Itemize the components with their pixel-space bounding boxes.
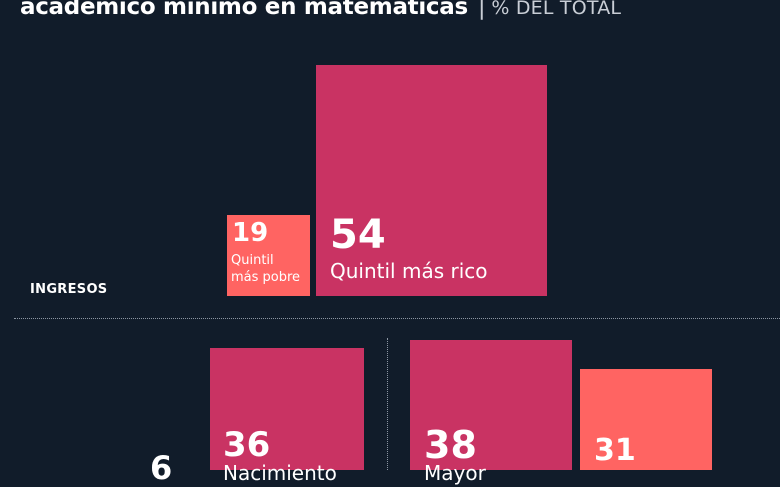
label-richest-quintile: Quintil más rico	[330, 259, 488, 283]
bar-38	[410, 340, 572, 470]
label-bar-36: Nacimiento	[223, 461, 337, 485]
bar-36	[210, 348, 364, 470]
title-text: académico mínimo en matemáticas	[20, 0, 468, 20]
label-bar-38: Mayor	[424, 461, 486, 485]
value-poorest-quintile: 19	[232, 218, 269, 248]
label-poorest-line2: más pobre	[231, 270, 301, 285]
section-label-income: INGRESOS	[30, 282, 108, 297]
value-38: 38	[424, 423, 477, 467]
bar-richest-quintile	[316, 65, 547, 296]
title-unit: % DEL TOTAL	[491, 0, 622, 19]
label-poorest-line1: Quintil	[231, 253, 274, 268]
bar-31	[580, 369, 712, 470]
value-31: 31	[594, 433, 636, 468]
value-richest-quintile: 54	[330, 212, 386, 258]
value-36: 36	[223, 425, 271, 465]
chart-title: académico mínimo en matemáticas | % DEL TO…	[20, 0, 621, 20]
value-partial-6: 6	[150, 449, 173, 487]
bar-poorest-quintile	[227, 215, 310, 296]
section-divider	[14, 318, 780, 319]
title-separator: |	[477, 0, 486, 20]
group-divider	[387, 338, 388, 470]
